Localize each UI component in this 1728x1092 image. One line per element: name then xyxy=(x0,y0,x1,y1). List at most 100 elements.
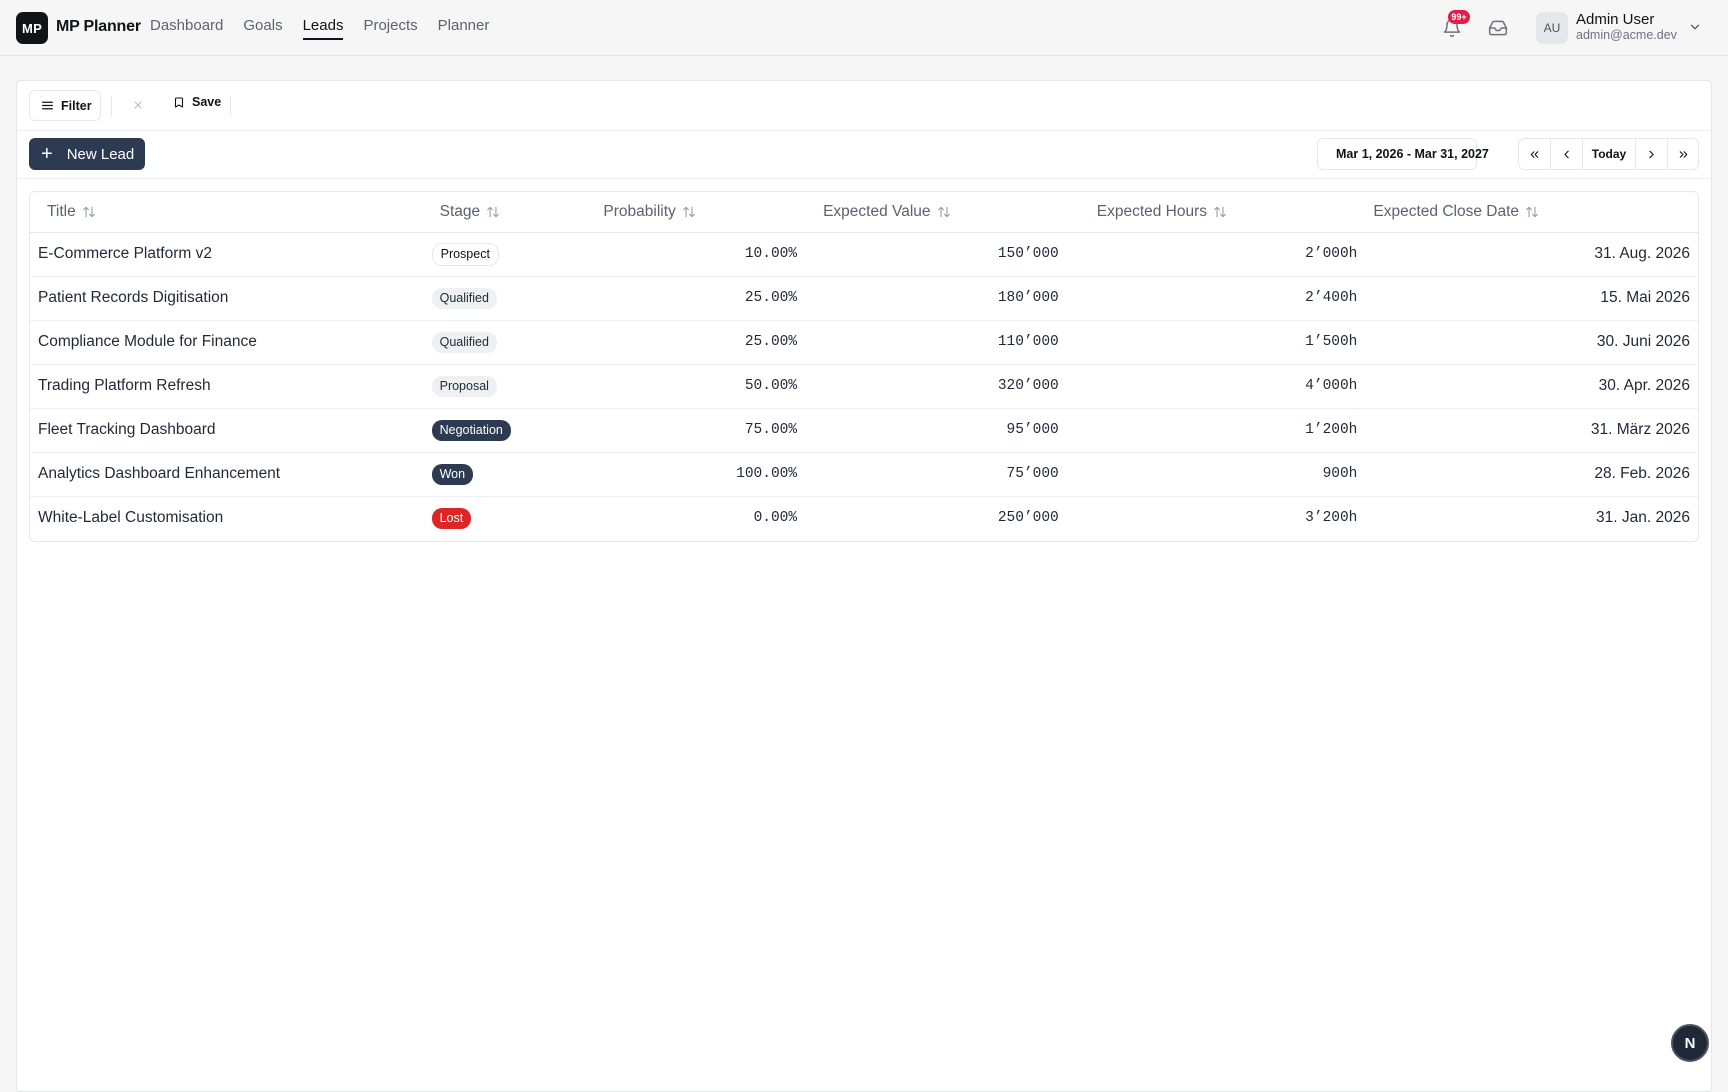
column-header-label: Expected Close Date xyxy=(1373,202,1519,220)
cell-probability: 0.00% xyxy=(753,510,798,527)
chevron-right-icon xyxy=(1649,150,1654,158)
chevrons-right-icon xyxy=(1679,150,1687,158)
table-row[interactable]: Trading Platform Refresh Proposal 50.00%… xyxy=(30,364,1698,409)
close-icon xyxy=(134,101,142,109)
cell-expected-value: 180’000 xyxy=(811,276,1083,321)
first-period-button[interactable] xyxy=(1519,139,1551,169)
nav-projects[interactable]: Projects xyxy=(363,17,418,34)
nav-goals[interactable]: Goals xyxy=(243,17,283,34)
top-navigation-bar: MP MP Planner Dashboard Goals Leads Proj… xyxy=(0,0,1728,56)
table-row[interactable]: Fleet Tracking Dashboard Negotiation 75.… xyxy=(30,408,1698,453)
cell-probability: 25.00% xyxy=(593,320,812,365)
cell-expected-close-date: 31. März 2026 xyxy=(1359,408,1698,453)
app-brand-name[interactable]: MP Planner xyxy=(56,18,141,35)
filter-lines-icon xyxy=(42,101,53,110)
cell-stage: Lost xyxy=(430,496,594,540)
chevron-down-icon[interactable] xyxy=(1688,20,1702,34)
cell-expected-close-date: 15. Mai 2026 xyxy=(1359,276,1698,321)
save-filter-button[interactable]: Save xyxy=(173,95,221,109)
cell-expected-close-date: 30. Apr. 2026 xyxy=(1359,364,1698,409)
sort-icon xyxy=(82,206,95,217)
sort-icon xyxy=(487,206,499,217)
date-range-picker[interactable]: Mar 1, 2026 - Mar 31, 2027 xyxy=(1317,138,1489,170)
previous-period-button[interactable] xyxy=(1551,139,1583,169)
nav-dashboard[interactable]: Dashboard xyxy=(150,17,224,34)
cell-title[interactable]: Fleet Tracking Dashboard xyxy=(30,408,430,453)
cell-title[interactable]: Analytics Dashboard Enhancement xyxy=(30,452,430,497)
column-header-label: Expected Hours xyxy=(1096,202,1208,220)
cell-expected-close-date: 31. Jan. 2026 xyxy=(1596,509,1690,527)
cell-title[interactable]: E-Commerce Platform v2 xyxy=(30,232,430,277)
cell-probability: 100.00% xyxy=(593,452,812,497)
column-header-probability[interactable]: Probability xyxy=(593,192,812,233)
toolbar-divider xyxy=(230,96,231,116)
cell-expected-hours: 2’000h xyxy=(1082,232,1360,277)
cell-expected-close-date: 28. Feb. 2026 xyxy=(1359,452,1698,497)
cell-expected-hours: 1’200h xyxy=(1082,408,1360,453)
table-row[interactable]: Analytics Dashboard Enhancement Won 100.… xyxy=(30,452,1698,497)
user-name[interactable]: Admin User xyxy=(1576,11,1655,28)
filter-toolbar: Filter Save xyxy=(17,81,1711,131)
column-header-label: Expected Value xyxy=(823,202,931,220)
column-header-title[interactable]: Title xyxy=(30,192,430,233)
nav-leads[interactable]: Leads xyxy=(302,17,344,40)
filter-button-label: Filter xyxy=(61,98,92,113)
table-row[interactable]: E-Commerce Platform v2 Prospect 10.00% 1… xyxy=(30,232,1698,277)
lead-title[interactable]: Patient Records Digitisation xyxy=(38,289,229,306)
cell-stage: Won xyxy=(429,452,594,497)
user-avatar[interactable]: AU xyxy=(1536,12,1568,44)
main-nav: Dashboard Goals Leads Projects Planner xyxy=(150,17,489,40)
cell-expected-value: 250’000 xyxy=(997,510,1059,527)
cell-stage: Prospect xyxy=(429,232,594,277)
last-period-button[interactable] xyxy=(1668,139,1698,169)
plus-icon: + xyxy=(41,143,53,165)
bookmark-icon xyxy=(174,96,184,108)
cell-expected-value: 110’000 xyxy=(811,320,1083,365)
actions-toolbar: + New Lead Mar 1, 2026 - Mar 31, 2027 To… xyxy=(17,131,1711,179)
column-header-expected-hours[interactable]: Expected Hours xyxy=(1082,192,1360,233)
column-header-expected-close-date[interactable]: Expected Close Date xyxy=(1359,192,1698,233)
leads-panel: Filter Save + New Lead Mar 1, 2026 - Mar… xyxy=(16,80,1712,1092)
lead-title[interactable]: Analytics Dashboard Enhancement xyxy=(38,465,281,482)
stage-badge: Lost xyxy=(431,507,472,529)
filter-button[interactable]: Filter xyxy=(29,90,101,121)
cell-probability: 25.00% xyxy=(593,276,812,321)
inbox-icon[interactable] xyxy=(1487,18,1509,38)
clear-filter-button[interactable] xyxy=(130,97,146,113)
lead-title[interactable]: White-Label Customisation xyxy=(38,509,224,527)
cell-title[interactable]: Patient Records Digitisation xyxy=(30,276,430,321)
cell-title[interactable]: White-Label Customisation xyxy=(30,496,430,540)
period-navigation: Today xyxy=(1518,138,1699,170)
table-row[interactable]: Compliance Module for Finance Qualified … xyxy=(30,320,1698,365)
app-logo[interactable]: MP xyxy=(16,12,48,44)
next-period-button[interactable] xyxy=(1636,139,1668,169)
nav-planner[interactable]: Planner xyxy=(437,17,490,34)
chevrons-left-icon xyxy=(1530,150,1539,158)
column-header-expected-value[interactable]: Expected Value xyxy=(811,192,1083,233)
lead-title[interactable]: Fleet Tracking Dashboard xyxy=(38,421,216,438)
today-button[interactable]: Today xyxy=(1583,139,1636,169)
cell-expected-value: 95’000 xyxy=(811,408,1083,453)
sort-icon xyxy=(1526,206,1538,217)
cell-probability: 10.00% xyxy=(593,232,812,277)
column-header-stage[interactable]: Stage xyxy=(429,192,594,233)
cell-expected-hours: 3’200h xyxy=(1305,510,1358,527)
lead-title[interactable]: Compliance Module for Finance xyxy=(38,333,257,350)
table-row[interactable]: White-Label Customisation Lost 0.00% 250… xyxy=(30,496,1698,540)
sort-icon xyxy=(682,206,695,217)
column-header-label: Title xyxy=(47,202,76,220)
cell-stage: Qualified xyxy=(429,320,594,365)
new-lead-button[interactable]: + New Lead xyxy=(29,138,145,170)
table-body: E-Commerce Platform v2 Prospect 10.00% 1… xyxy=(30,232,1698,540)
table-header-row: Title Stage Probability Expected Value E… xyxy=(30,192,1698,233)
stage-badge: Prospect xyxy=(431,242,499,266)
cell-probability: 50.00% xyxy=(593,364,812,409)
stage-badge: Qualified xyxy=(431,331,497,353)
lead-title[interactable]: Trading Platform Refresh xyxy=(38,377,211,394)
table-row[interactable]: Patient Records Digitisation Qualified 2… xyxy=(30,276,1698,321)
help-button[interactable]: N xyxy=(1671,1024,1709,1062)
cell-title[interactable]: Trading Platform Refresh xyxy=(30,364,430,409)
cell-title[interactable]: Compliance Module for Finance xyxy=(30,320,430,365)
cell-expected-hours: 2’400h xyxy=(1082,276,1360,321)
lead-title[interactable]: E-Commerce Platform v2 xyxy=(38,245,212,262)
